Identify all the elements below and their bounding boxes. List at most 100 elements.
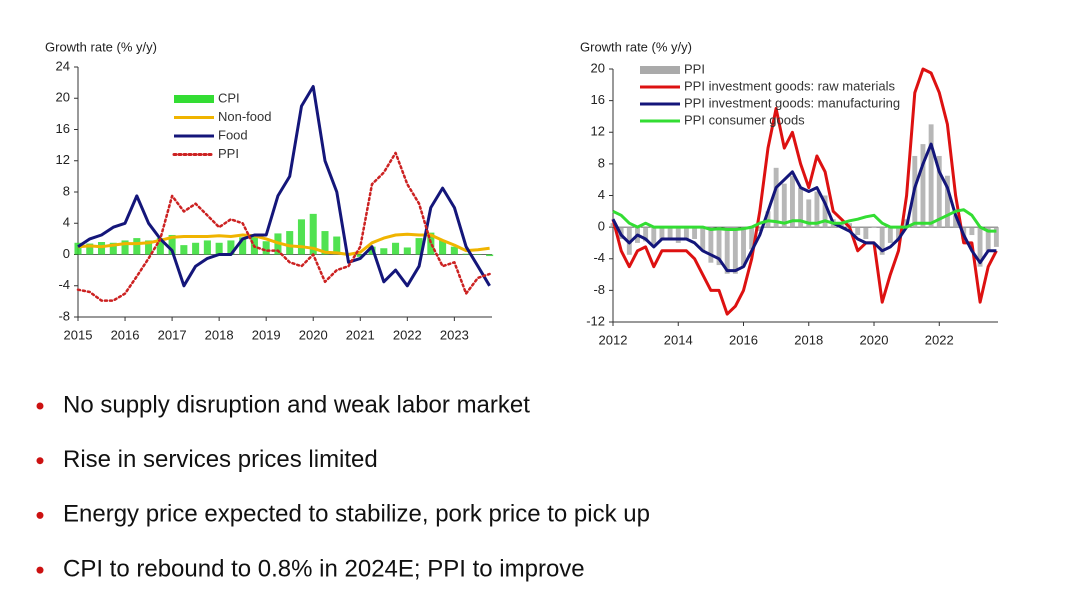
x-tick-label: 2019 — [252, 327, 281, 342]
y-tick-label: 4 — [63, 215, 70, 230]
bullet-dot — [36, 566, 44, 574]
x-tick-label: 2017 — [158, 327, 187, 342]
bar — [462, 253, 470, 255]
bar — [239, 237, 247, 255]
y-tick-label: 0 — [598, 219, 605, 234]
bar — [474, 254, 482, 255]
bar — [192, 242, 200, 255]
bar — [969, 227, 975, 236]
bar — [683, 227, 689, 239]
bar — [486, 254, 494, 257]
bar — [936, 155, 942, 228]
bar — [168, 234, 176, 255]
series-line — [77, 232, 490, 256]
bar — [749, 227, 755, 250]
bar — [86, 243, 94, 255]
bar — [227, 240, 235, 255]
bar — [765, 211, 771, 228]
bullet-text: Energy price expected to stabilize, pork… — [63, 501, 650, 528]
bar — [871, 227, 877, 228]
x-tick-label: 2020 — [299, 327, 328, 342]
bar — [887, 227, 893, 243]
bar — [450, 246, 458, 255]
bar — [180, 245, 188, 255]
bullet-dot — [36, 511, 44, 519]
x-tick-label: 2012 — [599, 332, 628, 347]
legend-swatch — [640, 66, 680, 74]
y-tick-label: 8 — [598, 155, 605, 170]
bar — [427, 232, 435, 255]
y-tick-label: 0 — [63, 246, 70, 261]
bar — [806, 199, 812, 228]
series-line — [612, 208, 997, 233]
bar — [675, 227, 681, 243]
bar — [215, 242, 223, 255]
bar — [262, 241, 270, 255]
bar — [757, 227, 763, 232]
bullet-dot — [36, 402, 44, 410]
legend-swatch — [174, 95, 214, 103]
series-line — [76, 151, 491, 302]
bar — [651, 227, 657, 247]
bar — [203, 240, 211, 255]
bar — [286, 231, 294, 255]
legend-label: PPI investment goods: raw materials — [684, 78, 895, 93]
bar — [790, 175, 795, 228]
bullet-text: Rise in services prices limited — [63, 446, 378, 473]
x-tick-label: 2016 — [111, 327, 140, 342]
bar — [944, 175, 950, 228]
x-tick-label: 2023 — [440, 327, 469, 342]
bullet-text: No supply disruption and weak labor mark… — [63, 391, 530, 418]
y-tick-label: 12 — [56, 152, 70, 167]
y-tick-label: 20 — [591, 60, 605, 75]
y-tick-label: -8 — [58, 308, 70, 323]
bar — [798, 187, 804, 228]
bar — [700, 227, 706, 251]
y-tick-label: -8 — [593, 282, 605, 297]
x-tick-label: 2015 — [64, 327, 93, 342]
bar — [643, 227, 649, 242]
series-line — [611, 142, 997, 273]
bar — [977, 227, 983, 267]
x-tick-label: 2020 — [860, 332, 889, 347]
x-tick-label: 2018 — [794, 332, 823, 347]
x-tick-label: 2014 — [664, 332, 693, 347]
bar — [415, 238, 423, 255]
y-tick-label: 8 — [63, 183, 70, 198]
bar — [716, 227, 722, 266]
series-line — [77, 85, 491, 288]
bullet-dot — [36, 457, 44, 465]
bar — [708, 227, 714, 263]
y-tick-label: -4 — [593, 250, 605, 265]
legend-label: PPI — [218, 146, 239, 161]
bar — [781, 183, 787, 228]
series-line — [611, 67, 998, 316]
bar — [855, 227, 861, 236]
bar — [993, 227, 999, 247]
bar — [741, 227, 746, 267]
bar — [822, 195, 828, 228]
bar — [667, 227, 673, 239]
y-tick-label: 16 — [56, 121, 70, 136]
bar — [392, 242, 400, 255]
bar — [439, 240, 447, 255]
bar — [732, 227, 738, 274]
bar — [74, 242, 82, 255]
y-tick-label: 12 — [591, 124, 605, 139]
bar — [838, 223, 844, 228]
y-tick-label: 16 — [591, 92, 605, 107]
bar — [97, 242, 106, 255]
bar — [145, 240, 153, 255]
bar — [356, 254, 364, 257]
y-tick-label: 4 — [598, 187, 605, 202]
bar — [863, 227, 869, 239]
x-tick-label: 2022 — [393, 327, 422, 342]
legend-label: Food — [218, 127, 248, 142]
bar — [297, 219, 305, 255]
bar — [133, 238, 141, 255]
bar — [156, 238, 164, 255]
y-tick-label: 24 — [56, 58, 70, 73]
bar — [985, 227, 991, 251]
bar — [692, 227, 698, 239]
